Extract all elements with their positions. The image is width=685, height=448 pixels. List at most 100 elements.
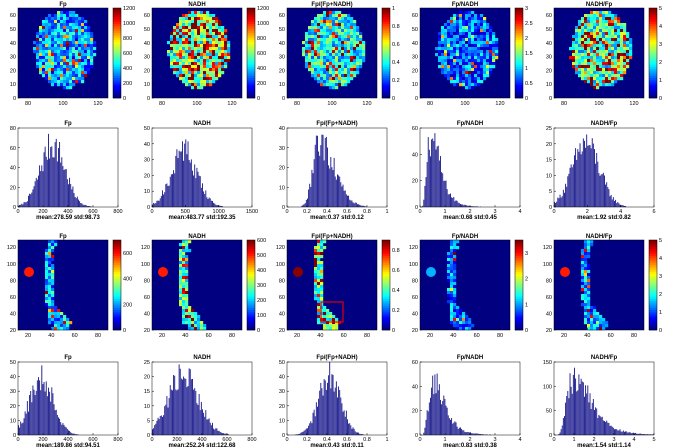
x-tick-label: 0.8	[363, 437, 371, 443]
colorbar-segment	[649, 260, 657, 263]
heatmap-cell	[614, 14, 618, 18]
heatmap-cell	[483, 62, 487, 66]
y-tick-label: 20	[546, 142, 552, 148]
heatmap-cell	[453, 294, 457, 298]
histogram-bar	[345, 410, 347, 435]
heatmap-cell	[462, 68, 466, 72]
heatmap-cell	[75, 29, 79, 33]
heatmap-cell	[605, 59, 609, 63]
heatmap-cell	[45, 297, 49, 301]
heatmap-cell	[182, 62, 186, 66]
heatmap-cell	[45, 65, 49, 69]
heatmap-cell	[477, 68, 481, 72]
heatmap-cell	[596, 62, 600, 66]
heatmap-cell	[447, 23, 451, 27]
histogram-bar	[625, 206, 627, 207]
heatmap-cell	[459, 312, 463, 316]
colorbar-segment	[113, 95, 121, 99]
heatmap-cell	[444, 56, 448, 60]
heatmap-cell	[182, 80, 186, 84]
heatmap-cell	[344, 38, 348, 42]
heatmap-cell	[450, 255, 454, 259]
heatmap-cell	[323, 38, 327, 42]
histogram-bar	[298, 434, 300, 435]
histogram-bar	[216, 428, 218, 435]
histogram-bar	[594, 149, 595, 207]
heatmap-cell	[602, 38, 606, 42]
heatmap-cell	[69, 38, 73, 42]
heatmap-cell	[209, 74, 213, 78]
histogram-bar	[19, 427, 21, 435]
heatmap-cell	[593, 80, 597, 84]
heatmap-cell	[332, 23, 336, 27]
heatmap-cell	[311, 53, 315, 57]
colorbar-segment	[515, 267, 523, 270]
heatmap-cell	[185, 65, 189, 69]
heatmap-cell	[602, 62, 606, 66]
histogram-bar	[483, 434, 485, 435]
colorbar-segment	[247, 246, 255, 250]
heatmap-cell	[308, 53, 312, 57]
heatmap-cell	[332, 324, 336, 328]
heatmap-cell	[453, 288, 457, 292]
heatmap-cell	[626, 56, 630, 60]
heatmap-cell	[344, 23, 348, 27]
heatmap-cell	[305, 35, 309, 39]
heatmap-cell	[338, 80, 342, 84]
heatmap-cell	[474, 38, 478, 42]
y-tick-label: 120	[409, 245, 418, 251]
colorbar-segment	[649, 50, 657, 54]
histogram-bar	[194, 164, 196, 207]
colorbar-segment	[382, 305, 390, 308]
heatmap-cell	[57, 23, 61, 27]
colorbar-segment	[515, 41, 523, 45]
histogram-bar	[612, 427, 614, 435]
x-tick-label: 600	[88, 209, 97, 215]
heatmap-cell	[51, 68, 55, 72]
colorbar-segment	[649, 316, 657, 320]
heatmap-cell	[335, 11, 339, 15]
heatmap-cell	[584, 255, 588, 259]
histogram-bar	[472, 433, 474, 435]
heatmap-cell	[57, 38, 61, 42]
colorbar-segment	[649, 271, 657, 275]
heatmap-cell	[450, 71, 454, 75]
heatmap-cell	[584, 261, 588, 265]
histogram-bar	[585, 147, 587, 207]
heatmap-cell	[179, 56, 183, 60]
heatmap-cell	[60, 83, 64, 87]
histogram-bar	[592, 398, 594, 435]
heatmap-cell	[626, 32, 630, 36]
heatmap-cell	[453, 273, 457, 277]
heatmap-cell	[179, 17, 183, 21]
heatmap-cell	[320, 252, 324, 256]
histogram-bar	[440, 156, 441, 207]
heatmap-cell	[57, 20, 61, 24]
colorbar-segment	[113, 273, 121, 277]
heatmap-cell	[602, 318, 606, 322]
y-tick-label: 30	[279, 55, 285, 61]
histogram-bar	[338, 386, 340, 435]
heatmap-cell	[170, 44, 174, 48]
histogram-bar	[315, 402, 317, 435]
x-tick-label: 60	[206, 333, 212, 339]
histogram-bar	[341, 186, 343, 207]
colorbar-segment	[247, 298, 255, 302]
colorbar-segment	[515, 305, 523, 308]
histogram-bar	[52, 393, 54, 435]
heatmap-cell	[486, 41, 490, 45]
heatmap-cell	[459, 35, 463, 39]
colorbar-segment	[649, 300, 657, 304]
colorbar-segment	[382, 86, 390, 90]
histogram-bar	[185, 139, 187, 207]
heatmap-cell	[596, 23, 600, 27]
heatmap-cell	[332, 38, 336, 42]
histogram-bar	[362, 434, 364, 435]
heatmap-cell	[48, 294, 52, 298]
heatmap-cell	[356, 32, 360, 36]
colorbar-segment	[113, 28, 121, 31]
heatmap-cell	[584, 282, 588, 286]
heatmap-cell	[347, 41, 351, 45]
colorbar-segment	[649, 23, 657, 27]
heatmap-cell	[78, 77, 82, 81]
